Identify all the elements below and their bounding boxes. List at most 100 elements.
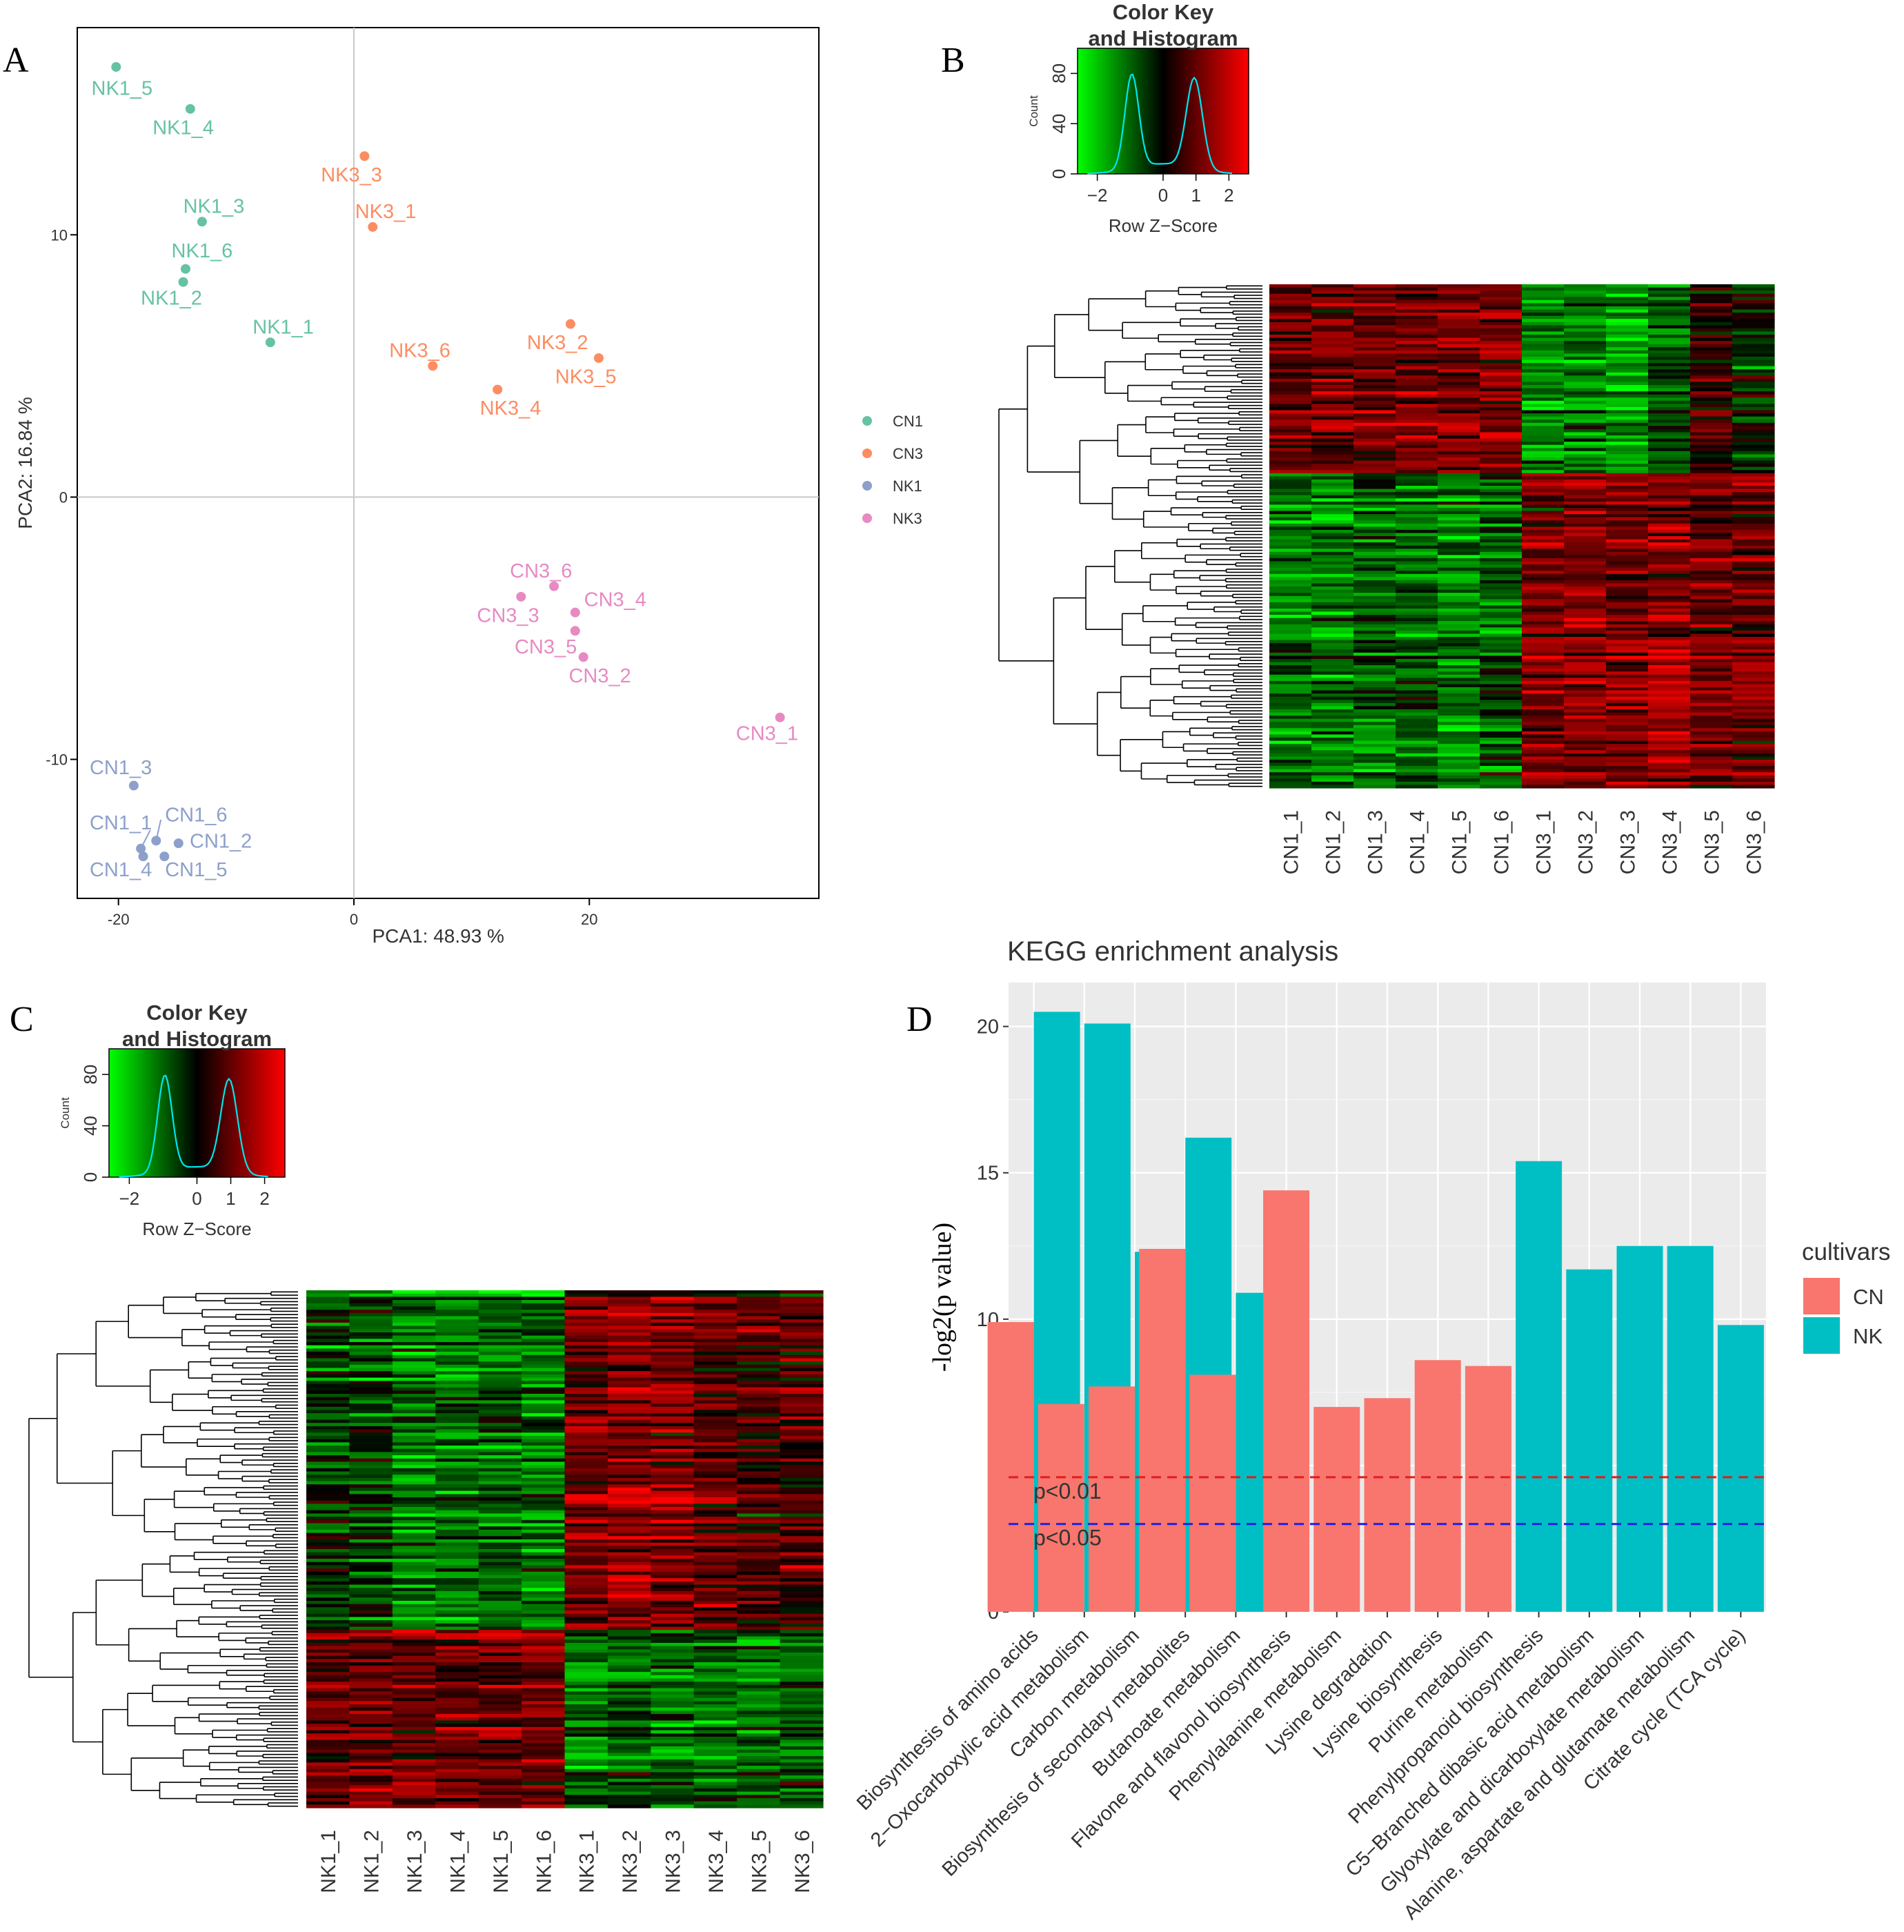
heatmap-cell — [693, 1730, 737, 1734]
heatmap-cell — [478, 1329, 522, 1333]
heatmap-cell — [1269, 309, 1312, 313]
heatmap-cell — [1480, 549, 1523, 553]
heatmap-cell — [306, 1714, 350, 1718]
heatmap-cell — [1396, 420, 1438, 424]
heatmap-cell — [693, 1707, 737, 1711]
heatmap-cell — [737, 1406, 781, 1411]
heatmap-cell — [693, 1766, 737, 1770]
heatmap-cell — [1606, 564, 1649, 569]
heatmap-cell — [1438, 482, 1480, 486]
heatmap-cell — [1438, 303, 1480, 307]
heatmap-cell — [435, 1746, 479, 1751]
heatmap-cell — [1606, 526, 1649, 531]
heatmap-cell — [1732, 678, 1775, 682]
heatmap-cell — [1353, 486, 1396, 490]
heatmap-cell — [435, 1413, 479, 1417]
heatmap-cell — [435, 1626, 479, 1630]
heatmap-cell — [1353, 722, 1396, 726]
heatmap-cell — [1438, 457, 1480, 462]
heatmap-cell — [1480, 385, 1523, 389]
heatmap-cell — [435, 1697, 479, 1702]
pca-point — [180, 264, 190, 274]
heatmap-cell — [1606, 454, 1649, 458]
heatmap-cell — [1438, 545, 1480, 549]
pca-point-label: CN1_5 — [165, 859, 227, 881]
heatmap-cell — [306, 1461, 350, 1466]
heatmap-cell — [1606, 435, 1649, 440]
heatmap-cell — [737, 1461, 781, 1466]
heatmap-cell — [1438, 290, 1480, 295]
heatmap-cell — [737, 1759, 781, 1763]
heatmap-cell — [1353, 438, 1396, 442]
heatmap-cell — [1311, 693, 1354, 698]
heatmap-cell — [693, 1626, 737, 1630]
heatmap-cell — [1396, 624, 1438, 628]
heatmap-cell — [1396, 347, 1438, 351]
heatmap-cell — [693, 1653, 737, 1657]
heatmap-cell — [1606, 595, 1649, 600]
heatmap-cell — [1353, 621, 1396, 625]
heatmap-cell — [1648, 618, 1691, 622]
heatmap-cell — [1606, 287, 1649, 291]
heatmap-cell — [349, 1584, 393, 1588]
heatmap-cell — [651, 1707, 695, 1711]
heatmap-cell — [306, 1310, 350, 1314]
heatmap-cell — [1311, 435, 1354, 440]
heatmap-cell — [737, 1682, 781, 1686]
heatmap-cell — [1438, 498, 1480, 502]
heatmap-cell — [693, 1455, 737, 1459]
heatmap-cell — [1438, 549, 1480, 553]
heatmap-cell — [1732, 551, 1775, 555]
heatmap-cell — [522, 1519, 566, 1524]
heatmap-cell — [349, 1432, 393, 1437]
heatmap-cell — [1564, 413, 1607, 417]
heatmap-cell — [1311, 781, 1354, 786]
heatmap-cell — [737, 1785, 781, 1789]
heatmap-cell — [780, 1552, 824, 1556]
heatmap-cell — [522, 1542, 566, 1546]
heatmap-cell — [1564, 347, 1607, 351]
heatmap-cell — [1732, 416, 1775, 420]
heatmap-cell — [564, 1601, 608, 1605]
heatmap-cell — [1269, 571, 1312, 575]
heatmap-cell — [392, 1419, 436, 1423]
heatmap-cell — [780, 1510, 824, 1515]
heatmap-cell — [693, 1736, 737, 1741]
heatmap-cell — [1690, 690, 1733, 694]
heatmap-cell — [693, 1684, 737, 1689]
heatmap-cell — [1564, 724, 1607, 729]
heatmap-cell — [651, 1697, 695, 1702]
heatmap-cell — [1311, 624, 1354, 628]
heatmap-cell — [1480, 315, 1523, 319]
heatmap-cell — [522, 1701, 566, 1705]
heatmap-cell — [737, 1435, 781, 1440]
heatmap-cell — [1732, 684, 1775, 688]
heatmap-cell — [349, 1381, 393, 1385]
heatmap-cell — [1396, 542, 1438, 546]
heatmap-cell — [1690, 451, 1733, 455]
heatmap-cell — [1396, 315, 1438, 319]
heatmap-cell — [392, 1711, 436, 1715]
color-key-title: and Histogram — [1088, 26, 1238, 50]
heatmap-cell — [1606, 335, 1649, 339]
heatmap-cell — [1732, 558, 1775, 562]
heatmap-cell — [693, 1561, 737, 1566]
heatmap-cell — [693, 1675, 737, 1679]
heatmap-cell — [435, 1561, 479, 1566]
heatmap-cell — [564, 1662, 608, 1666]
heatmap-cell — [349, 1348, 393, 1352]
heatmap-cell — [1606, 772, 1649, 776]
heatmap-cell — [693, 1785, 737, 1789]
heatmap-cell — [435, 1759, 479, 1763]
heatmap-cell — [1564, 287, 1607, 291]
heatmap-cell — [1438, 633, 1480, 638]
heatmap-cell — [651, 1400, 695, 1404]
heatmap-cell — [1311, 734, 1354, 738]
heatmap-cell — [392, 1446, 436, 1450]
heatmap-cell — [1269, 457, 1312, 462]
heatmap-cell — [1269, 781, 1312, 786]
heatmap-cell — [1269, 762, 1312, 767]
heatmap-cell — [1311, 633, 1354, 638]
heatmap-cell — [1311, 602, 1354, 606]
heatmap-cell — [1353, 671, 1396, 676]
